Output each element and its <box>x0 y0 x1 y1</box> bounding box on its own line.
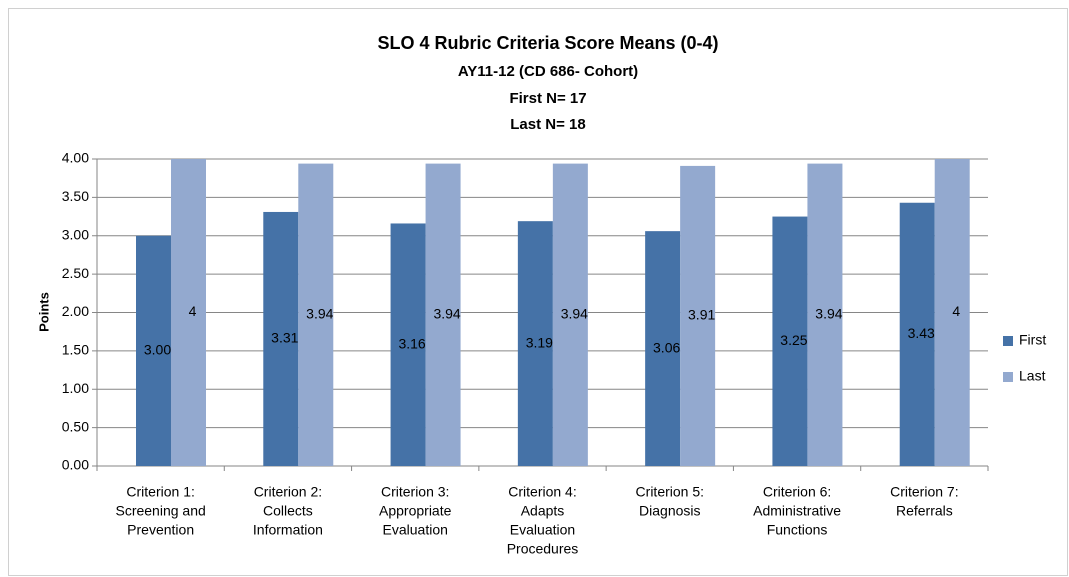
y-tick-label: 1.50 <box>62 342 89 358</box>
x-tick-label: Information <box>253 522 323 538</box>
x-tick-label: Criterion 2: <box>254 484 322 500</box>
bar <box>171 159 206 466</box>
bar <box>680 165 716 466</box>
bar <box>263 211 299 466</box>
legend-swatch <box>1003 372 1013 382</box>
data-label: 4 <box>189 303 197 319</box>
x-tick-label: Collects <box>263 503 313 519</box>
chart-title: SLO 4 Rubric Criteria Score Means (0-4) <box>377 33 718 53</box>
bar <box>772 216 808 466</box>
x-tick-label: Appropriate <box>379 503 452 519</box>
data-label: 3.94 <box>561 306 588 322</box>
data-label: 4 <box>952 303 960 319</box>
x-tick-label: Adapts <box>521 503 565 519</box>
x-tick-label: Criterion 7: <box>890 484 958 500</box>
x-tick-label: Screening and <box>115 503 205 519</box>
y-tick-label: 2.00 <box>62 303 89 319</box>
data-label: 3.00 <box>144 342 171 358</box>
chart-subtitle: Last N= 18 <box>510 116 585 133</box>
y-tick-label: 0.50 <box>62 418 89 434</box>
data-label: 3.25 <box>780 332 807 348</box>
x-tick-label: Evaluation <box>383 522 448 538</box>
y-tick-label: 0.00 <box>62 457 89 473</box>
legend-label: First <box>1019 332 1046 348</box>
bar <box>807 163 843 467</box>
x-tick-label: Criterion 6: <box>763 484 831 500</box>
y-tick-label: 3.00 <box>62 226 89 242</box>
y-tick-label: 4.00 <box>62 150 89 166</box>
x-tick-label: Criterion 1: <box>126 484 194 500</box>
data-label: 3.94 <box>815 306 842 322</box>
x-tick-label: Procedures <box>507 541 579 557</box>
bar <box>136 235 171 466</box>
x-tick-label: Criterion 3: <box>381 484 449 500</box>
y-tick-label: 3.50 <box>62 188 89 204</box>
bar <box>298 163 334 467</box>
x-tick-label: Prevention <box>127 522 194 538</box>
x-tick-label: Diagnosis <box>639 503 700 519</box>
data-label: 3.43 <box>908 325 935 341</box>
bar <box>425 163 461 467</box>
chart-subtitle: AY11-12 (CD 686- Cohort) <box>458 63 638 80</box>
chart-subtitle: First N= 17 <box>509 90 586 107</box>
x-tick-label: Criterion 4: <box>508 484 576 500</box>
y-tick-label: 1.00 <box>62 380 89 396</box>
bar <box>390 223 426 466</box>
x-tick-label: Referrals <box>896 503 953 519</box>
y-axis-label: Points <box>36 292 51 332</box>
x-tick-label: Functions <box>767 522 828 538</box>
bar <box>552 163 588 467</box>
bar <box>645 231 681 466</box>
bar <box>934 159 970 466</box>
data-label: 3.06 <box>653 339 680 355</box>
y-tick-label: 2.50 <box>62 265 89 281</box>
bar <box>899 202 935 466</box>
data-label: 3.94 <box>433 306 460 322</box>
data-label: 3.94 <box>306 306 333 322</box>
x-tick-label: Criterion 5: <box>636 484 704 500</box>
x-tick-label: Evaluation <box>510 522 575 538</box>
legend-swatch <box>1003 336 1013 346</box>
data-label: 3.19 <box>526 334 553 350</box>
bar <box>517 221 553 466</box>
data-label: 3.31 <box>271 330 298 346</box>
x-tick-label: Administrative <box>753 503 841 519</box>
data-label: 3.16 <box>398 335 425 351</box>
legend-label: Last <box>1019 368 1046 384</box>
data-label: 3.91 <box>688 307 715 323</box>
